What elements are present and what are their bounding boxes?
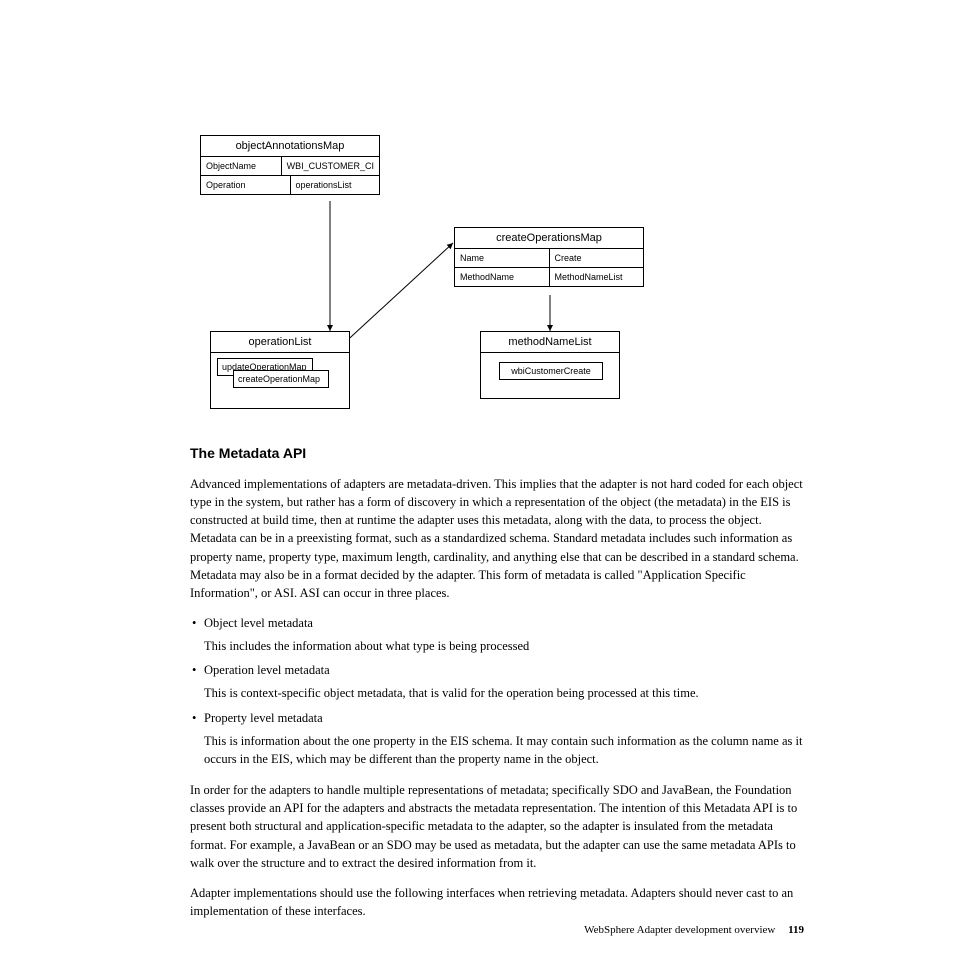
operation-list-box: operationList updateOperationMap createO… (210, 331, 350, 409)
bullet-title: Operation level metadata (204, 663, 330, 677)
create-operations-map-box: createOperationsMap Name Create MethodNa… (454, 227, 644, 287)
paragraph: Adapter implementations should use the f… (190, 884, 805, 920)
cell: ObjectName (201, 157, 282, 175)
bullet-desc: This is information about the one proper… (204, 732, 805, 770)
cell: operationsList (291, 176, 380, 194)
document-page: objectAnnotationsMap ObjectName WBI_CUST… (190, 135, 805, 932)
box-title: operationList (211, 332, 349, 353)
create-operation-map: createOperationMap (233, 370, 329, 388)
object-annotations-map-box: objectAnnotationsMap ObjectName WBI_CUST… (200, 135, 380, 195)
method-name-list-box: methodNameList wbiCustomerCreate (480, 331, 620, 399)
box-title: methodNameList (481, 332, 619, 353)
cell: Operation (201, 176, 291, 194)
page-footer: WebSphere Adapter development overview 1… (584, 924, 804, 936)
paragraph: Advanced implementations of adapters are… (190, 475, 805, 602)
cell: WBI_CUSTOMER_CI (282, 157, 379, 175)
bullet-desc: This includes the information about what… (204, 637, 805, 656)
cell: MethodNameList (550, 268, 644, 286)
list-item: Property level metadata This is informat… (190, 709, 805, 769)
bullet-title: Object level metadata (204, 616, 313, 630)
cell: Create (550, 249, 644, 267)
list-item: Operation level metadata This is context… (190, 661, 805, 703)
bullet-desc: This is context-specific object metadata… (204, 684, 805, 703)
bullet-list: Object level metadata This includes the … (190, 614, 805, 769)
paragraph: In order for the adapters to handle mult… (190, 781, 805, 872)
wbi-customer-create: wbiCustomerCreate (499, 362, 603, 380)
section-heading: The Metadata API (190, 445, 805, 461)
cell: MethodName (455, 268, 550, 286)
page-number: 119 (788, 924, 804, 936)
box-title: createOperationsMap (455, 228, 643, 249)
list-item: Object level metadata This includes the … (190, 614, 805, 656)
box-title: objectAnnotationsMap (201, 136, 379, 157)
cell: Name (455, 249, 550, 267)
metadata-diagram: objectAnnotationsMap ObjectName WBI_CUST… (190, 135, 690, 415)
bullet-title: Property level metadata (204, 711, 323, 725)
footer-text: WebSphere Adapter development overview (584, 924, 775, 936)
